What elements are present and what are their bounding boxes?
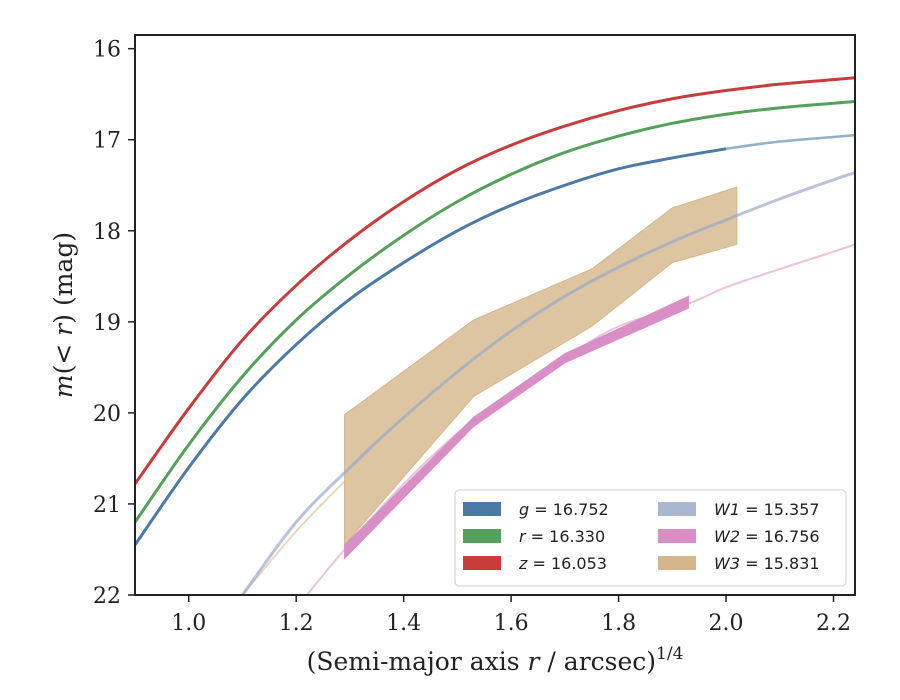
x-axis-label: (Semi-major axis r / arcsec)1/4 — [307, 644, 684, 676]
y-axis-label: m(< r) (mag) — [49, 232, 78, 398]
y-tick-label: 16 — [93, 38, 121, 63]
y-tick-label: 18 — [93, 220, 121, 245]
line-w2 — [306, 243, 855, 595]
y-tick-label: 22 — [93, 584, 121, 609]
legend-label-g: g = 16.752 — [519, 500, 609, 519]
y-tick-label: 20 — [93, 402, 121, 427]
line-w1 — [241, 171, 855, 595]
legend-swatch-g — [463, 502, 501, 516]
x-tick-label: 1.6 — [494, 611, 529, 636]
band-w3 — [344, 186, 738, 547]
line-g — [135, 147, 727, 546]
y-tick-label: 21 — [93, 493, 121, 518]
legend-swatch-w3 — [658, 556, 696, 570]
legend-box — [454, 489, 847, 587]
y-tick-label: 17 — [93, 129, 121, 154]
legend-label-r: r = 16.330 — [519, 527, 605, 546]
x-tick-label: 1.8 — [601, 611, 636, 636]
ticks-layer: 1.0 1.2 1.4 1.6 1.8 2.0 2.2 16 17 18 19 20 21 22 — [93, 38, 851, 636]
legend-label-w2: W2 = 16.756 — [714, 527, 820, 546]
x-tick-label: 1.0 — [171, 611, 206, 636]
x-tick-label: 1.2 — [279, 611, 314, 636]
line-r — [135, 99, 855, 524]
x-tick-label: 2.0 — [709, 611, 744, 636]
legend-swatch-w2 — [658, 529, 696, 543]
legend-label-w3: W3 = 15.831 — [714, 554, 820, 573]
line-z — [135, 76, 855, 485]
band-w2 — [344, 295, 689, 560]
legend: g = 16.752 r = 16.330 z = 16.053 W1 = 15.35… — [454, 489, 847, 587]
line-w3 — [241, 480, 346, 595]
legend-swatch-z — [463, 556, 501, 570]
plot-frame — [134, 34, 856, 596]
series-layer — [135, 76, 855, 595]
x-tick-label: 1.4 — [386, 611, 421, 636]
y-tick-label: 19 — [93, 311, 121, 336]
legend-swatch-r — [463, 529, 501, 543]
legend-swatch-w1 — [658, 502, 696, 516]
x-tick-label: 2.2 — [816, 611, 851, 636]
legend-label-w1: W1 = 15.357 — [714, 500, 820, 519]
legend-label-z: z = 16.053 — [518, 554, 607, 573]
